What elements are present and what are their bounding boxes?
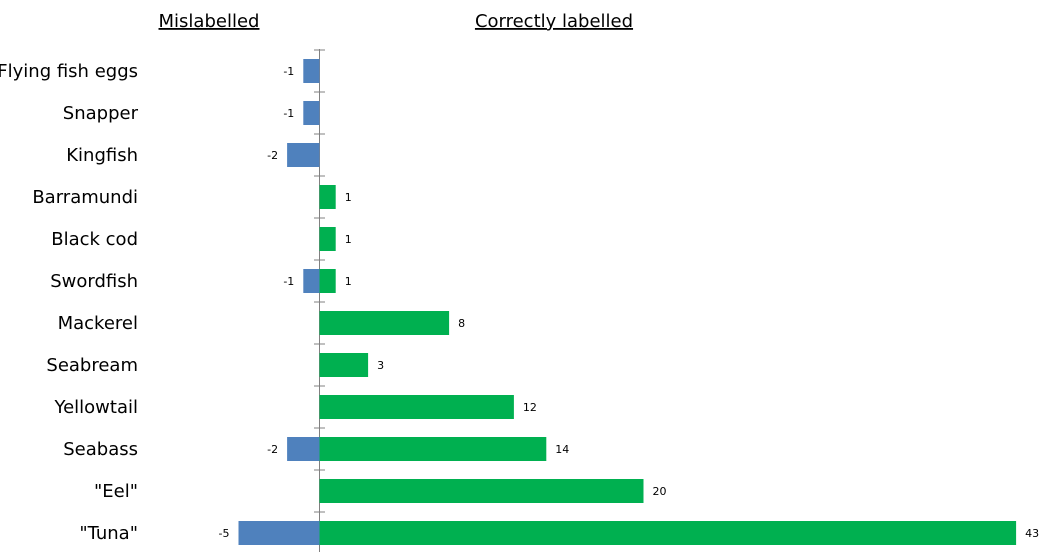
data-label: -2 [267, 443, 278, 456]
data-label: 43 [1025, 527, 1039, 540]
bar-correct [319, 269, 336, 293]
category-label: Seabream [46, 355, 138, 376]
data-label: -1 [283, 107, 294, 120]
data-label: 1 [345, 233, 352, 246]
bar-correct [319, 227, 336, 251]
category-label: Mackerel [58, 313, 138, 334]
labels: Flying fish eggs -1 Snapper -1 Kingfish -2 Bar… [0, 61, 1039, 544]
bar-correct [319, 395, 514, 419]
bar-correct [319, 353, 369, 377]
mislabelled-header: Mislabelled [159, 11, 260, 32]
category-label: "Tuna" [79, 523, 138, 544]
category-label: Kingfish [66, 145, 138, 166]
bar-correct [319, 521, 1017, 545]
bar-mislabelled [303, 269, 320, 293]
bars [238, 59, 1017, 545]
data-label: 1 [345, 191, 352, 204]
data-label: 1 [345, 275, 352, 288]
category-label: Snapper [63, 103, 139, 124]
axis [314, 49, 325, 552]
data-label: 20 [653, 485, 667, 498]
data-label: -2 [267, 149, 278, 162]
bar-correct [319, 479, 644, 503]
data-label: -1 [283, 65, 294, 78]
data-label: 12 [523, 401, 537, 414]
bar-mislabelled [287, 143, 320, 167]
category-label: Yellowtail [53, 397, 138, 418]
data-label: -5 [219, 527, 230, 540]
category-label: Barramundi [32, 187, 138, 208]
data-label: 8 [458, 317, 465, 330]
data-label: -1 [283, 275, 294, 288]
correctly-labelled-header: Correctly labelled [475, 11, 633, 32]
bar-mislabelled [238, 521, 320, 545]
bar-mislabelled [303, 101, 320, 125]
category-label: Black cod [51, 229, 138, 250]
category-label: "Eel" [94, 481, 138, 502]
category-label: Swordfish [50, 271, 138, 292]
category-label: Flying fish eggs [0, 61, 138, 82]
bar-mislabelled [303, 59, 320, 83]
bar-correct [319, 311, 450, 335]
bar-correct [319, 437, 547, 461]
bar-mislabelled [287, 437, 320, 461]
bar-correct [319, 185, 336, 209]
data-label: 3 [377, 359, 384, 372]
category-label: Seabass [63, 439, 138, 460]
data-label: 14 [555, 443, 569, 456]
